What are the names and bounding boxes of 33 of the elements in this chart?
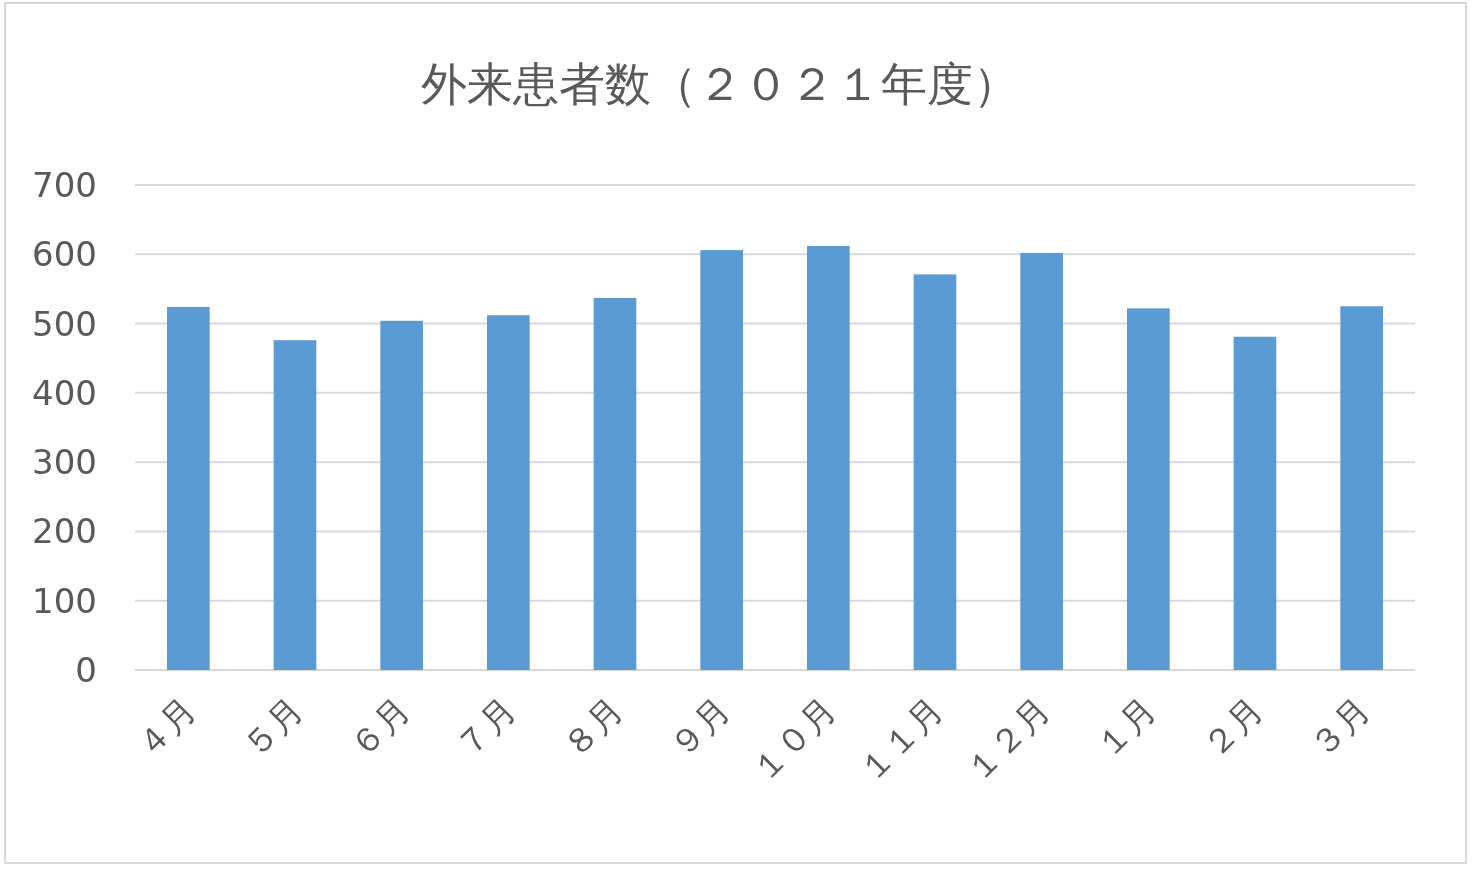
x-tick-label: ２月 [1194,689,1271,766]
bar [913,274,957,670]
y-tick-label: 700 [32,165,97,205]
bar [1020,252,1063,670]
x-tick-label: ７月 [447,689,524,766]
y-tick-label: 400 [32,372,97,413]
y-tick-label: 100 [32,580,97,621]
bar [807,245,850,670]
bar [1340,306,1383,670]
bar [700,250,743,670]
x-tick-label: １０月 [743,689,844,790]
x-tick-label: １１月 [850,689,951,790]
y-tick-label: 300 [32,442,97,483]
x-tick-label: ３月 [1300,689,1378,766]
y-tick-label: 600 [32,234,97,275]
x-tick-label: ６月 [340,689,418,766]
x-tick-label: １月 [1087,689,1164,766]
bar [273,340,317,670]
y-tick-label: 200 [32,511,97,552]
x-tick-label: ５月 [234,689,311,766]
y-tick-label: 0 [75,650,97,690]
x-tick-label: ９月 [660,689,738,766]
bar [1127,308,1170,670]
bar [487,315,530,670]
bar [380,320,423,670]
x-tick-label: １２月 [956,689,1058,790]
y-tick-label: 500 [32,303,97,344]
bar [1233,336,1277,670]
x-tick-label: ８月 [554,689,631,766]
x-tick-label: ４月 [127,689,204,766]
bar [593,297,637,670]
bar [167,306,210,670]
chart-title: 外来患者数（２０２１年度） [421,57,1019,111]
